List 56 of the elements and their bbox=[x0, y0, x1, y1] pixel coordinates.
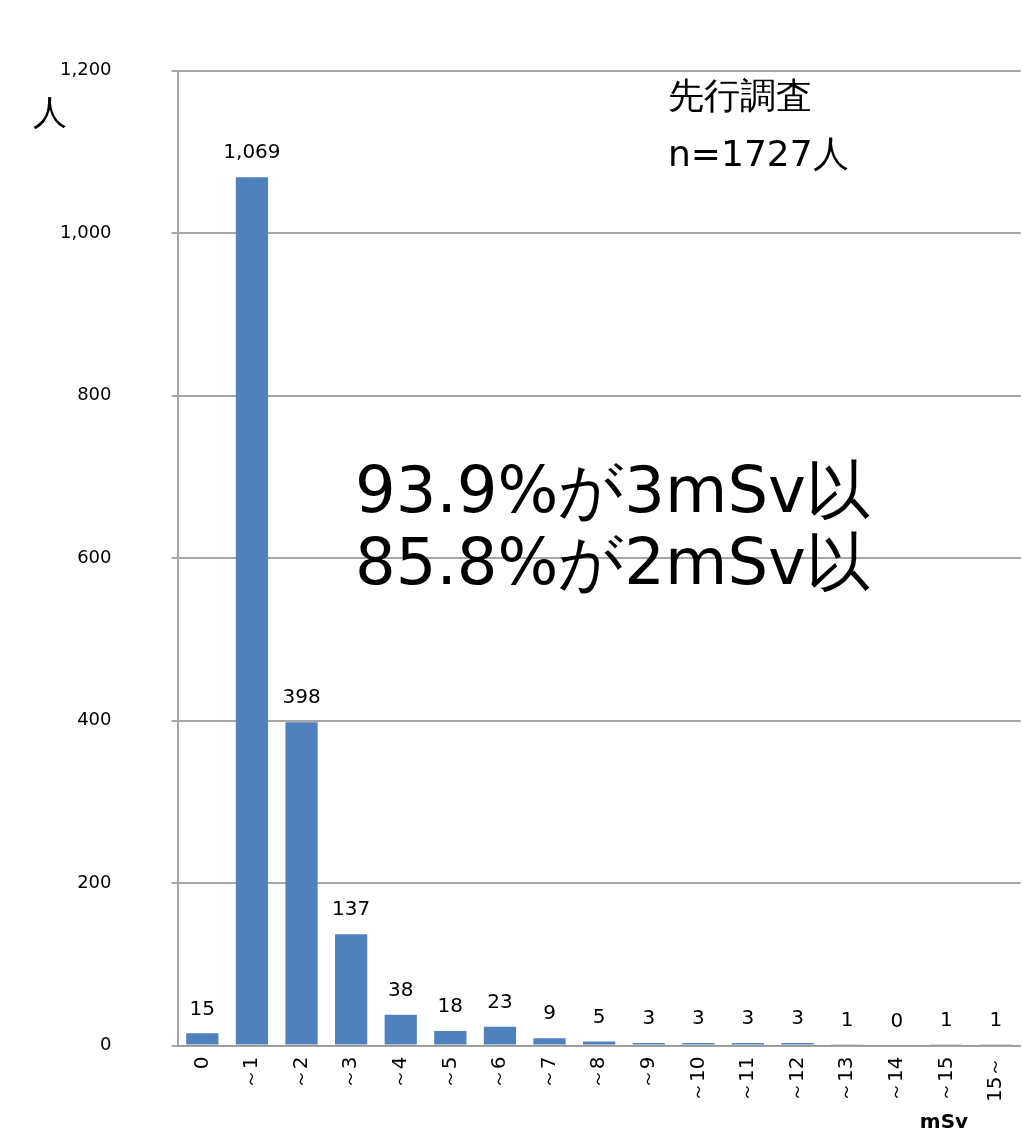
data-label: 137 bbox=[332, 896, 371, 921]
x-tick-label: ～8 bbox=[585, 1056, 610, 1090]
x-tick-label: ～10 bbox=[684, 1056, 709, 1102]
bar bbox=[434, 1030, 467, 1045]
data-label: 23 bbox=[487, 989, 513, 1014]
annotation: 85.8%が2mSv以 bbox=[355, 525, 870, 599]
data-label: 1 bbox=[939, 1006, 953, 1031]
annotation: 93.9%が3mSv以 bbox=[355, 453, 870, 527]
bar bbox=[483, 1026, 517, 1045]
x-tick-label: ～2 bbox=[287, 1056, 312, 1090]
x-tick-label: 0 bbox=[188, 1056, 213, 1070]
data-label: 1 bbox=[840, 1006, 854, 1031]
data-label: 0 bbox=[890, 1007, 904, 1032]
data-label: 1,069 bbox=[223, 139, 281, 164]
x-tick-label: ～13 bbox=[833, 1056, 858, 1102]
data-label: 3 bbox=[741, 1005, 755, 1030]
bar bbox=[235, 177, 269, 1045]
bar bbox=[186, 1033, 219, 1045]
data-label: 3 bbox=[791, 1005, 804, 1030]
y-tick-label: 800 bbox=[77, 383, 112, 405]
x-tick-label: ～1 bbox=[238, 1056, 263, 1090]
bar bbox=[533, 1038, 566, 1045]
bar bbox=[335, 934, 368, 1045]
data-label: 3 bbox=[642, 1005, 656, 1030]
bar bbox=[285, 722, 318, 1045]
x-tick-label: ～7 bbox=[535, 1056, 560, 1090]
x-tick-label: ～3 bbox=[337, 1056, 362, 1090]
y-tick-label: 1,000 bbox=[60, 220, 112, 242]
y-tick-label: 400 bbox=[77, 708, 112, 730]
annotation: 先行調査 bbox=[668, 75, 812, 116]
data-label: 398 bbox=[282, 684, 321, 709]
data-label: 18 bbox=[437, 993, 464, 1018]
x-tick-label: ～5 bbox=[436, 1056, 461, 1090]
x-tick-label: ～14 bbox=[882, 1056, 907, 1102]
bar bbox=[583, 1041, 616, 1045]
data-label: 9 bbox=[543, 1000, 556, 1025]
bar bbox=[384, 1014, 417, 1045]
x-tick-label: ～6 bbox=[486, 1056, 511, 1090]
x-tick-label: ～4 bbox=[386, 1056, 411, 1090]
x-tick-label: ～11 bbox=[734, 1056, 759, 1102]
x-tick-label: ～12 bbox=[783, 1056, 808, 1102]
y-axis-title: 人 bbox=[33, 91, 67, 132]
y-tick-label: 200 bbox=[77, 870, 112, 892]
annotation: n=1727人 bbox=[668, 133, 849, 174]
data-label: 5 bbox=[592, 1003, 606, 1028]
x-tick-label: ～9 bbox=[634, 1056, 659, 1090]
x-axis-title: mSv bbox=[919, 1109, 969, 1134]
y-tick-label: 0 bbox=[100, 1033, 112, 1055]
data-label: 1 bbox=[989, 1006, 1003, 1031]
data-label: 15 bbox=[189, 995, 216, 1020]
x-tick-label: 15～ bbox=[982, 1056, 1007, 1102]
y-tick-label: 1,200 bbox=[60, 58, 112, 80]
x-tick-label: ～15 bbox=[932, 1056, 957, 1102]
y-tick-label: 600 bbox=[77, 545, 112, 567]
data-label: 3 bbox=[691, 1005, 705, 1030]
data-label: 38 bbox=[388, 976, 414, 1001]
